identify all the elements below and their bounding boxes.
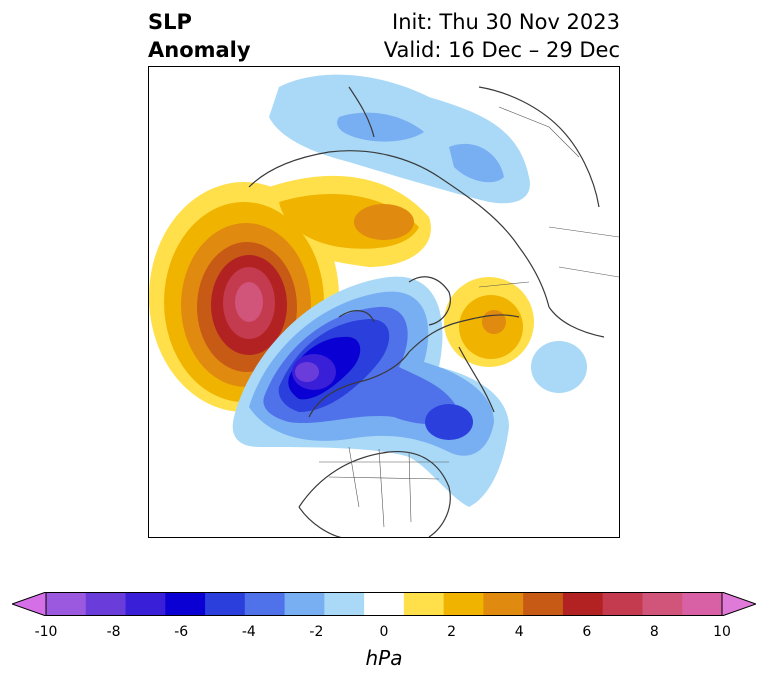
colorbar-cell [562, 592, 604, 616]
colorbar-cell [324, 592, 365, 616]
colorbar-cell [682, 592, 723, 616]
colorbar-cell [205, 592, 246, 616]
colorbar-cell [642, 592, 683, 616]
colorbar-cell [244, 592, 286, 616]
colorbar-tick-label: 0 [379, 624, 389, 640]
colorbar-cell [46, 592, 87, 616]
colorbar-unit: hPa [365, 646, 403, 670]
colorbar-tick-label: 2 [447, 624, 457, 640]
colorbar-tick-label: -2 [309, 624, 324, 640]
colorbar-tick-label: -8 [106, 624, 121, 640]
colorbar-tick-label: 8 [649, 624, 659, 640]
title-line-1: SLP [148, 10, 192, 34]
colorbar-cell [364, 592, 405, 616]
siberia-negative-core [449, 143, 504, 183]
europe-positive-core [482, 310, 506, 334]
valid-period: Init: Thu 30 Nov 2023 Valid: 16 Dec – 29… [384, 8, 620, 64]
arctic-negative-core [337, 112, 424, 142]
political-borders [319, 106, 619, 528]
colorbar-cell [443, 592, 484, 616]
map-panel [148, 66, 620, 538]
colorbar-tick-label: -6 [174, 624, 189, 640]
colorbar-cells [46, 592, 723, 616]
colorbar-cell [483, 592, 524, 616]
colorbar-cell [284, 592, 325, 616]
labrador-blue [425, 404, 473, 440]
colorbar-tick-label: 10 [713, 624, 731, 640]
title-line-2: Anomaly [148, 38, 251, 62]
coastlines [248, 86, 605, 537]
ridge-pink [235, 282, 263, 322]
colorbar-tick-label: 4 [514, 624, 524, 640]
colorbar-frame [45, 592, 723, 616]
trough-purple [295, 362, 319, 382]
chart-title: SLP Anomaly [148, 8, 251, 64]
colorbar-cell [165, 592, 206, 616]
colorbar-tick-label: 6 [582, 624, 592, 640]
init-date: Init: Thu 30 Nov 2023 [392, 10, 620, 34]
colorbar [12, 592, 756, 616]
colorbar-cell [125, 592, 166, 616]
atlantic-negative [531, 341, 587, 393]
colorbar-tick-label: -10 [34, 624, 58, 640]
colorbar-max-arrow [721, 592, 756, 616]
colorbar-cell [602, 592, 643, 616]
anomaly-map [149, 74, 619, 537]
colorbar-tick-label: -4 [241, 624, 256, 640]
colorbar-cell [523, 592, 564, 616]
colorbar-cell [403, 592, 445, 616]
colorbar-cell [85, 592, 127, 616]
colorbar-min-arrow [12, 592, 47, 616]
north-positive-orange [354, 204, 414, 240]
valid-range: Valid: 16 Dec – 29 Dec [383, 38, 620, 62]
